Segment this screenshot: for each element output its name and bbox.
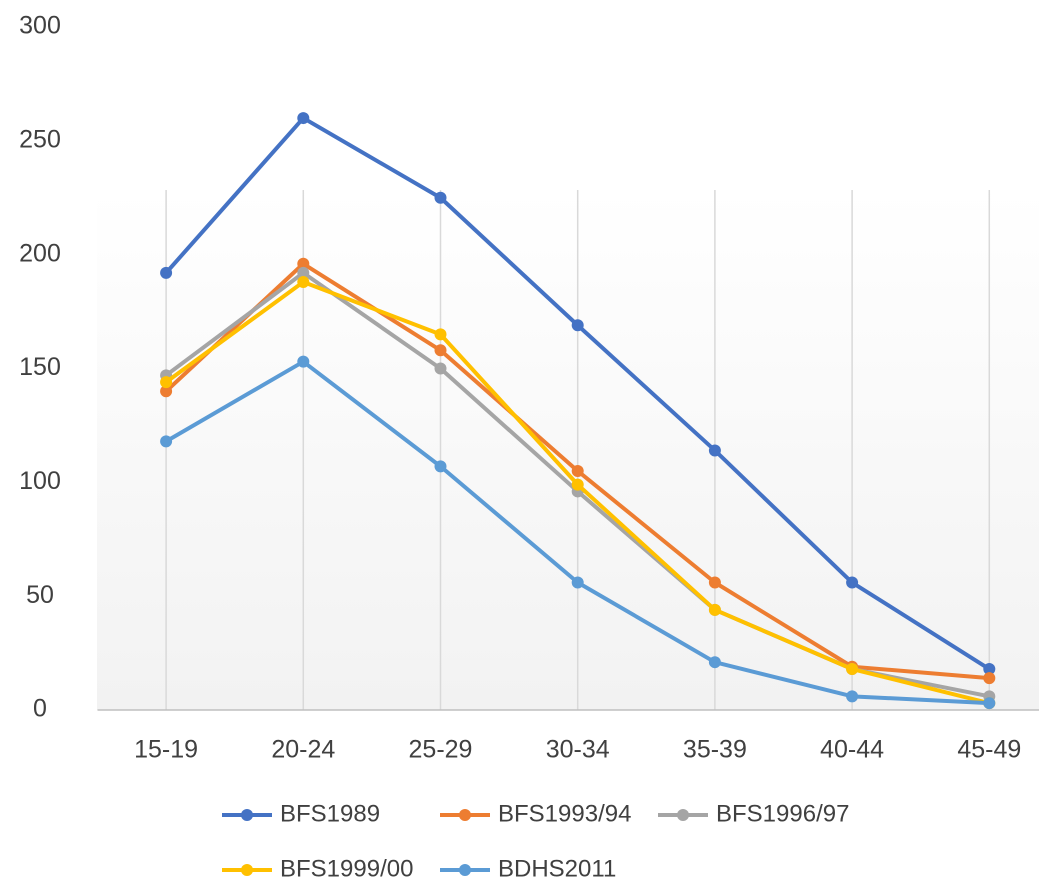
x-tick-label: 45-49: [957, 736, 1021, 764]
x-tick-label: 30-34: [546, 736, 610, 764]
data-point: [983, 697, 996, 710]
y-tick-label: 200: [19, 239, 61, 267]
x-tick-label: 40-44: [820, 736, 884, 764]
data-point: [846, 663, 859, 676]
data-point: [571, 576, 584, 589]
legend-label: BDHS2011: [498, 855, 616, 882]
plot-background: [97, 190, 1039, 710]
data-point: [846, 576, 859, 589]
data-point: [297, 257, 310, 270]
legend-label: BFS1989: [280, 800, 380, 827]
data-point: [160, 376, 173, 389]
data-point: [297, 266, 310, 279]
y-tick-label: 50: [26, 581, 54, 609]
legend-label: BFS1999/00: [280, 855, 413, 882]
data-point: [297, 355, 310, 368]
legend-label: BFS1996/97: [716, 800, 849, 827]
legend-marker: [459, 809, 471, 821]
data-point: [160, 385, 173, 398]
legend-marker: [241, 809, 253, 821]
data-point: [571, 464, 584, 477]
x-tick-label: 20-24: [271, 736, 335, 764]
data-point: [160, 266, 173, 279]
data-point: [571, 478, 584, 491]
x-tick-label: 35-39: [683, 736, 747, 764]
y-tick-label: 0: [33, 695, 47, 723]
legend-label: BFS1993/94: [498, 800, 631, 827]
data-point: [160, 435, 173, 448]
legend-marker: [677, 809, 689, 821]
data-point: [983, 663, 996, 676]
data-point: [297, 112, 310, 125]
data-point: [708, 656, 721, 669]
legend-marker: [459, 864, 471, 876]
y-tick-label: 250: [19, 125, 61, 153]
legend-marker: [241, 864, 253, 876]
data-point: [708, 603, 721, 616]
y-tick-label: 100: [19, 467, 61, 495]
data-point: [434, 362, 447, 375]
y-tick-label: 150: [19, 353, 61, 381]
data-point: [434, 328, 447, 341]
data-point: [434, 460, 447, 473]
data-point: [571, 319, 584, 332]
data-point: [708, 444, 721, 457]
data-point: [434, 191, 447, 204]
data-point: [434, 344, 447, 357]
data-point: [297, 275, 310, 288]
x-tick-label: 25-29: [409, 736, 473, 764]
y-tick-label: 300: [19, 12, 61, 40]
data-point: [983, 672, 996, 685]
x-tick-label: 15-19: [134, 736, 198, 764]
data-point: [708, 576, 721, 589]
data-point: [846, 690, 859, 703]
